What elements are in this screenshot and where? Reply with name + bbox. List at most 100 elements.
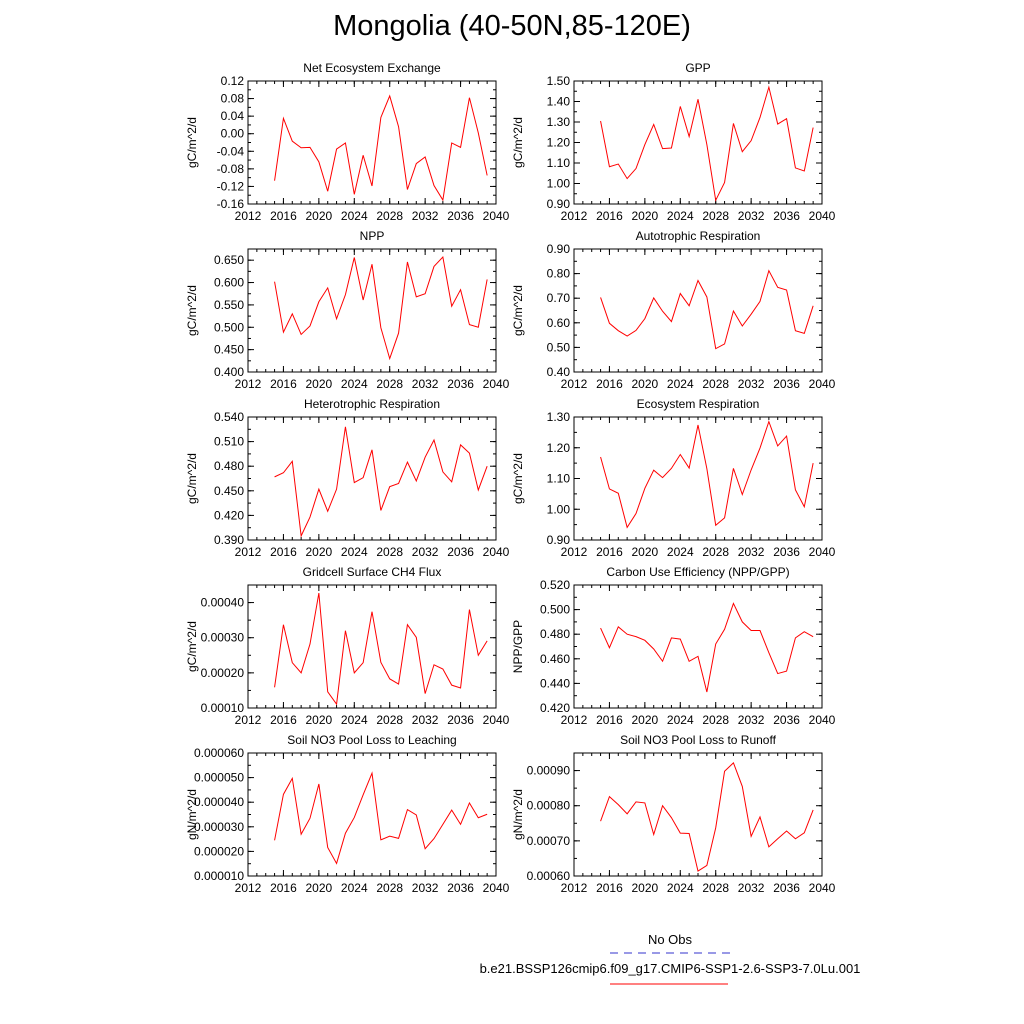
y-tick-label: 0.000020 [194, 844, 244, 858]
x-tick-label: 2020 [306, 545, 333, 559]
x-tick-label: 2024 [341, 377, 368, 391]
figure-title: Mongolia (40-50N,85-120E) [333, 10, 691, 42]
y-tick-label: 0.70 [547, 291, 571, 305]
x-tick-label: 2020 [632, 713, 659, 727]
y-axis-label: gC/m^2/d [511, 453, 525, 504]
series-line [600, 602, 814, 693]
y-tick-label: 0.390 [214, 533, 244, 547]
x-tick-label: 2032 [738, 881, 765, 895]
x-tick-label: 2036 [447, 545, 474, 559]
x-tick-label: 2020 [306, 713, 333, 727]
x-tick-label: 2020 [632, 881, 659, 895]
x-tick-label: 2012 [235, 545, 262, 559]
x-tick-label: 2016 [596, 713, 623, 727]
x-tick-label: 2028 [702, 377, 729, 391]
x-tick-label: 2036 [447, 377, 474, 391]
series-line [274, 771, 488, 865]
y-axis-label: gC/m^2/d [185, 453, 199, 504]
x-tick-label: 2012 [561, 713, 588, 727]
y-tick-label: 1.20 [547, 441, 571, 455]
x-tick-label: 2016 [270, 713, 297, 727]
x-tick-label: 2028 [376, 881, 403, 895]
x-tick-label: 2036 [773, 377, 800, 391]
y-tick-label: 0.450 [214, 343, 244, 357]
chart-panel: Heterotrophic Respiration gC/m^2/d 0.390 0.… [185, 397, 510, 559]
y-tick-label: 0.00090 [527, 764, 571, 778]
y-tick-label: 1.10 [547, 472, 571, 486]
y-axis-label: NPP/GPP [511, 620, 525, 673]
y-tick-label: 0.500 [540, 603, 570, 617]
x-tick-label: 2024 [341, 545, 368, 559]
x-tick-label: 2016 [596, 377, 623, 391]
y-tick-label: 0.90 [547, 242, 571, 256]
y-tick-label: 0.12 [221, 74, 245, 88]
x-tick-label: 2032 [412, 377, 439, 391]
y-tick-label: 1.40 [547, 95, 571, 109]
x-tick-label: 2040 [483, 209, 510, 223]
series-line [274, 592, 488, 706]
series-line [274, 255, 488, 361]
x-tick-label: 2036 [773, 209, 800, 223]
y-tick-label: 0.000030 [194, 820, 244, 834]
y-tick-label: 0.00040 [201, 596, 245, 610]
y-tick-label: 0.000010 [194, 869, 244, 883]
x-tick-label: 2024 [667, 881, 694, 895]
y-tick-label: 0.540 [214, 410, 244, 424]
x-tick-label: 2032 [412, 545, 439, 559]
chart-panel: GPP gC/m^2/d 0.90 1.00 1.10 1.20 1.30 1.40 1.50 2… [511, 61, 836, 223]
series-line [274, 426, 488, 538]
x-tick-label: 2016 [270, 881, 297, 895]
x-tick-label: 2028 [702, 545, 729, 559]
x-tick-label: 2032 [412, 209, 439, 223]
y-axis-label: gN/m^2/d [185, 789, 199, 840]
series-line [600, 85, 814, 202]
chart-title: NPP [360, 229, 385, 243]
y-tick-label: 0.520 [540, 578, 570, 592]
y-tick-label: 0.000040 [194, 795, 244, 809]
x-tick-label: 2012 [561, 545, 588, 559]
chart-panel: Carbon Use Efficiency (NPP/GPP) NPP/GPP 0.… [511, 565, 836, 727]
y-tick-label: 0.00070 [527, 834, 571, 848]
x-tick-label: 2020 [306, 881, 333, 895]
y-tick-label: 1.50 [547, 74, 571, 88]
legend-run-label: b.e21.BSSP126cmip6.f09_g17.CMIP6-SSP1-2.… [479, 961, 861, 976]
chart-panel: NPP gC/m^2/d 0.400 0.450 0.500 0.550 0.600 0.65… [185, 229, 510, 391]
y-tick-label: 0.00030 [201, 631, 245, 645]
y-tick-label: 0.00020 [201, 666, 245, 680]
legend-run-line [610, 983, 728, 985]
x-tick-label: 2024 [667, 209, 694, 223]
y-tick-label: 0.90 [547, 533, 571, 547]
legend-obs-label: No Obs [647, 932, 693, 947]
x-tick-label: 2040 [483, 713, 510, 727]
plot-frame [573, 584, 823, 709]
x-tick-label: 2024 [667, 713, 694, 727]
y-tick-label: 0.400 [214, 365, 244, 379]
x-tick-label: 2040 [809, 713, 836, 727]
y-tick-label: 0.000050 [194, 771, 244, 785]
x-tick-label: 2040 [483, 377, 510, 391]
x-tick-label: 2020 [632, 377, 659, 391]
x-tick-label: 2036 [773, 545, 800, 559]
y-tick-label: 0.000060 [194, 746, 244, 760]
x-tick-label: 2040 [483, 545, 510, 559]
y-tick-label: 0.80 [547, 267, 571, 281]
plot-frame [247, 752, 497, 877]
y-tick-label: 1.00 [547, 177, 571, 191]
y-tick-label: 1.30 [547, 410, 571, 424]
y-tick-label: -0.16 [217, 197, 245, 211]
plot-frame [573, 248, 823, 373]
y-tick-label: 0.08 [221, 92, 245, 106]
x-tick-label: 2032 [738, 545, 765, 559]
x-tick-label: 2012 [561, 881, 588, 895]
y-tick-label: 0.650 [214, 253, 244, 267]
y-tick-label: 0.00010 [201, 701, 245, 715]
x-tick-label: 2016 [270, 377, 297, 391]
chart-title: Autotrophic Respiration [636, 229, 761, 243]
series-line [600, 761, 814, 872]
x-tick-label: 2028 [702, 713, 729, 727]
y-tick-label: 0.50 [547, 340, 571, 354]
x-tick-label: 2016 [596, 209, 623, 223]
x-tick-label: 2040 [809, 209, 836, 223]
x-tick-label: 2012 [235, 881, 262, 895]
y-tick-label: 0.420 [214, 508, 244, 522]
